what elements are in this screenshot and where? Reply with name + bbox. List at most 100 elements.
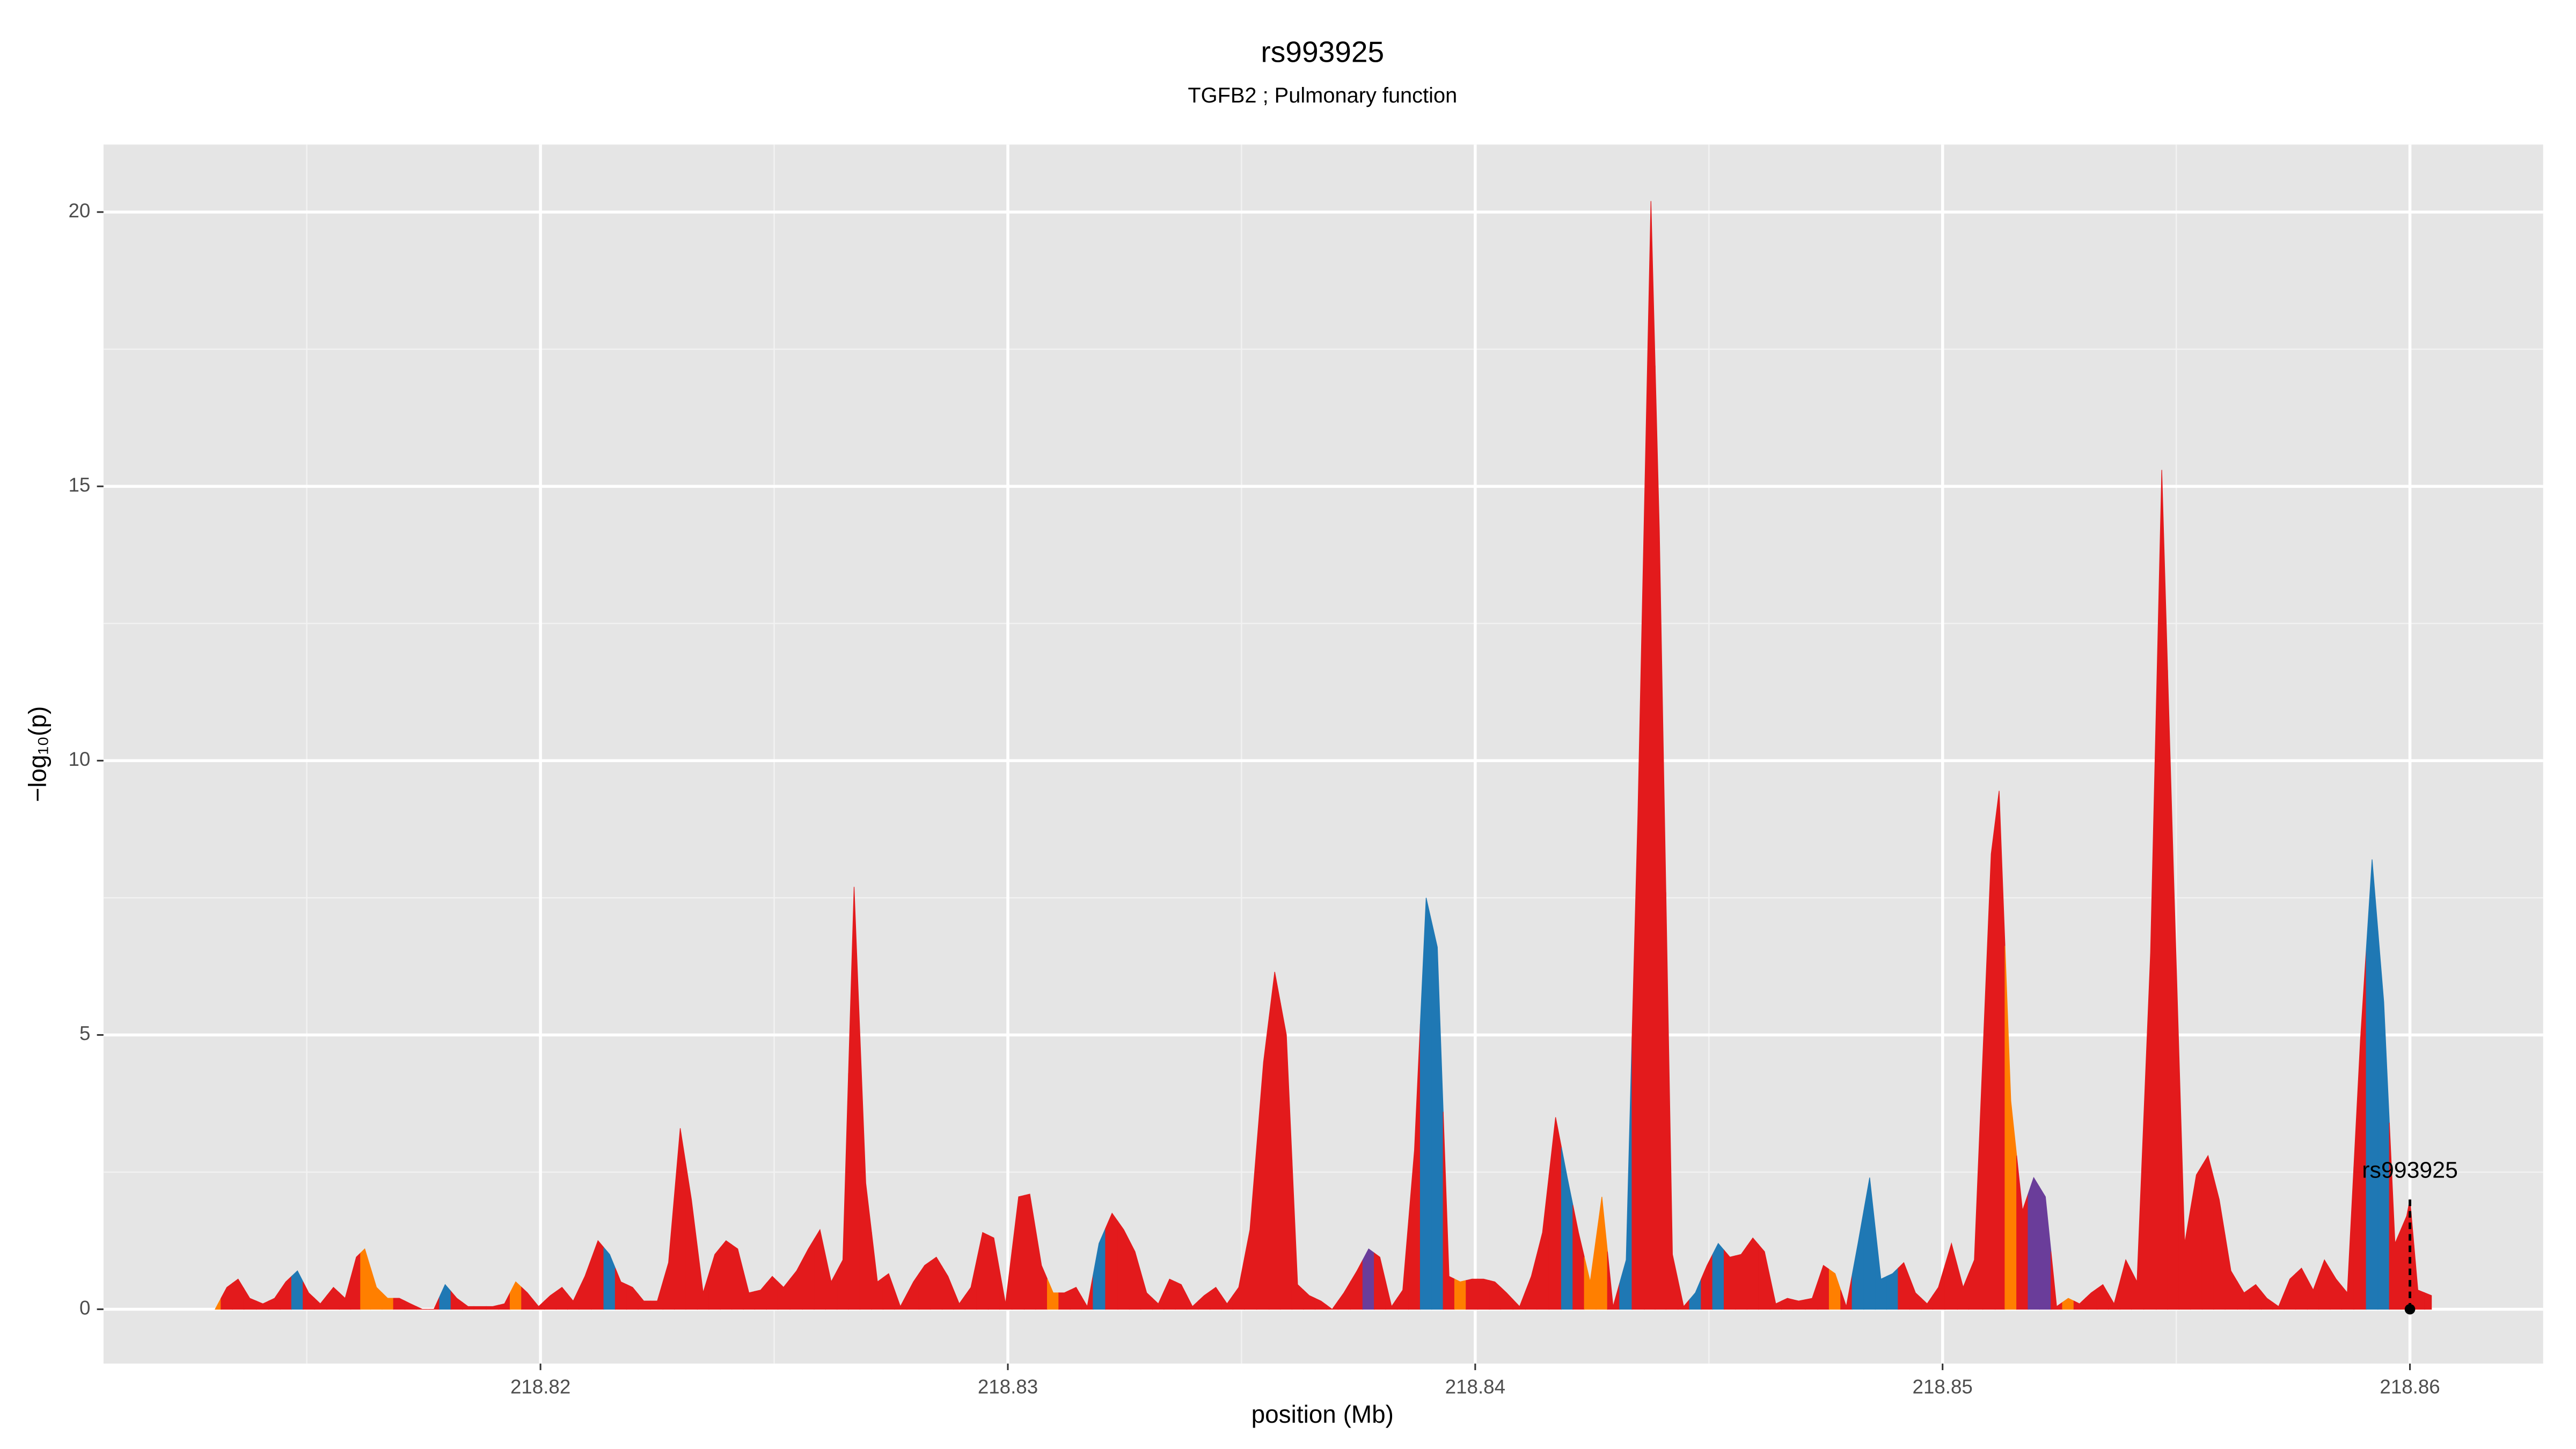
area-segment	[1058, 1289, 1071, 1310]
x-tick-label: 218.83	[978, 1375, 1038, 1397]
area-segment	[1863, 1177, 1876, 1310]
area-segment	[532, 1299, 545, 1310]
area-segment	[1921, 1294, 1934, 1310]
area-segment	[1792, 1299, 1806, 1310]
area-segment	[521, 1286, 533, 1310]
area-segment	[2224, 1235, 2238, 1310]
area-segment	[1525, 1254, 1538, 1310]
area-segment	[416, 1306, 428, 1310]
area-segment	[964, 1260, 977, 1310]
area-segment	[848, 887, 860, 1310]
plot-panel	[103, 144, 2543, 1364]
area-segment	[404, 1300, 417, 1310]
area-segment	[2156, 470, 2168, 1310]
area-segment	[1982, 822, 1996, 1310]
area-segment	[2318, 1259, 2331, 1310]
area-segment	[918, 1260, 931, 1310]
area-segment	[1689, 1279, 1702, 1310]
area-segment	[1723, 1249, 1736, 1310]
area-segment	[1840, 1275, 1853, 1310]
area-segment	[2167, 670, 2179, 1310]
area-segment	[825, 1255, 838, 1310]
area-segment	[555, 1286, 568, 1310]
area-segment	[2143, 711, 2157, 1310]
area-segment	[1968, 1057, 1984, 1310]
area-segment	[1898, 1262, 1910, 1310]
area-segment	[1909, 1277, 1922, 1310]
area-segment	[1584, 1239, 1597, 1310]
chart-subtitle: TGFB2 ; Pulmonary function	[1188, 84, 1457, 107]
area-segment	[498, 1292, 511, 1310]
area-segment	[999, 1250, 1013, 1310]
area-segment	[1175, 1281, 1188, 1310]
area-segment	[1596, 1196, 1608, 1310]
annotation-dot	[2404, 1304, 2416, 1315]
area-segment	[268, 1289, 281, 1310]
y-tick-label: 10	[69, 748, 91, 770]
area-segment	[2272, 1292, 2285, 1310]
area-segment	[2213, 1177, 2226, 1310]
area-segment	[674, 1128, 686, 1310]
area-segment	[2389, 1123, 2402, 1310]
area-segment	[1117, 1220, 1130, 1310]
area-segment	[1232, 1258, 1245, 1310]
area-segment	[1291, 1160, 1304, 1310]
area-segment	[1419, 897, 1432, 1310]
area-segment	[1046, 1279, 1059, 1310]
area-segment	[1746, 1237, 1759, 1310]
annotation-layer: rs993925	[2362, 1157, 2458, 1315]
area-segment	[685, 1163, 698, 1310]
area-segment	[1500, 1286, 1513, 1310]
area-segment	[1012, 1195, 1025, 1310]
area-segment	[1443, 1111, 1455, 1310]
area-segment	[1210, 1286, 1222, 1310]
area-segment	[1269, 971, 1281, 1310]
x-tick-label: 218.84	[1445, 1375, 1505, 1397]
area-segment	[439, 1284, 451, 1310]
area-segment	[708, 1246, 721, 1310]
area-segment	[591, 1240, 604, 1310]
area-segment	[1035, 1230, 1048, 1310]
area-segment	[1350, 1260, 1364, 1310]
area-segment	[1385, 1282, 1398, 1310]
area-segment	[1477, 1278, 1490, 1310]
area-segment	[2201, 1154, 2214, 1310]
area-segment	[1512, 1291, 1526, 1310]
area-segment	[976, 1232, 989, 1310]
area-segment	[1781, 1298, 1794, 1310]
area-segment	[1023, 1194, 1036, 1310]
area-segment	[462, 1301, 474, 1310]
area-segment	[291, 1270, 304, 1310]
area-segment	[871, 1232, 884, 1310]
area-segment	[1186, 1295, 1199, 1310]
area-segment	[2039, 1185, 2052, 1310]
area-segment	[1712, 1242, 1725, 1310]
y-tick-label: 0	[79, 1297, 90, 1319]
x-tick-label: 218.86	[2380, 1375, 2440, 1397]
area-segment	[1489, 1280, 1501, 1310]
area-segment	[370, 1268, 383, 1310]
area-segment	[987, 1234, 1000, 1310]
area-segment	[232, 1278, 245, 1310]
area-segment	[766, 1276, 779, 1310]
area-segment	[2377, 931, 2390, 1310]
area-segment	[720, 1240, 733, 1310]
area-segment	[2366, 859, 2379, 1310]
y-tick-label: 20	[69, 200, 91, 222]
area-segment	[2004, 946, 2017, 1310]
area-segment	[731, 1244, 744, 1310]
area-segment	[509, 1281, 522, 1310]
area-segment	[2341, 1166, 2354, 1310]
area-segment	[2028, 1176, 2040, 1310]
area-segment	[603, 1246, 616, 1310]
area-segment	[1140, 1272, 1153, 1310]
area-segment	[1944, 1242, 1958, 1310]
area-segment	[942, 1265, 954, 1310]
area-segment	[256, 1300, 269, 1310]
area-segment	[243, 1287, 257, 1310]
area-segment	[2073, 1297, 2086, 1310]
chart-title: rs993925	[1261, 35, 1384, 69]
area-segment	[567, 1289, 580, 1310]
